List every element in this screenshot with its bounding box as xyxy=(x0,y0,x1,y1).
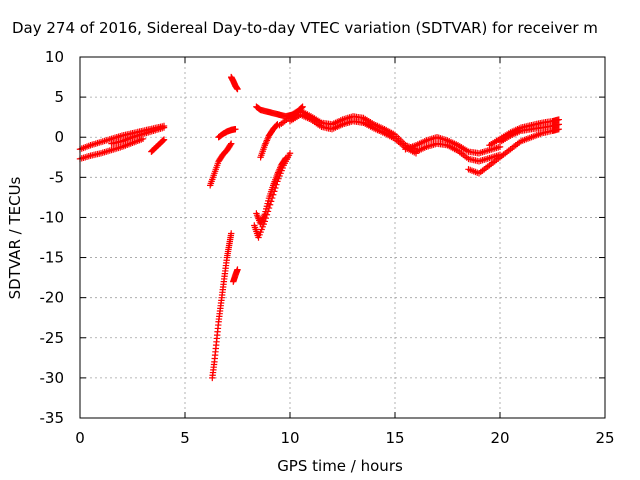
series-trace-b3 xyxy=(228,73,241,93)
data-point xyxy=(227,141,234,148)
y-tick-label: -30 xyxy=(40,369,65,387)
series-trace-d1 xyxy=(251,150,294,241)
data-point xyxy=(160,124,168,131)
axis-ticks xyxy=(79,56,606,419)
grid xyxy=(80,57,605,418)
data-points xyxy=(76,73,562,382)
series-trace-h3 xyxy=(496,121,562,146)
plot-frame xyxy=(79,56,606,419)
x-tick-label: 0 xyxy=(75,429,85,447)
x-tick-label: 10 xyxy=(280,429,299,447)
data-point xyxy=(228,230,235,237)
y-tick-label: -15 xyxy=(40,249,65,267)
y-axis-label: SDTVAR / TECUs xyxy=(6,176,24,299)
series-trace-b2 xyxy=(215,126,239,141)
data-point xyxy=(232,126,239,133)
data-point xyxy=(234,85,241,93)
x-tick-label: 5 xyxy=(180,429,190,447)
x-tick-label: 15 xyxy=(385,429,404,447)
series-trace-h1 xyxy=(465,126,562,177)
chart-title: Day 274 of 2016, Sidereal Day-to-day VTE… xyxy=(12,19,598,37)
series-trace-a4 xyxy=(148,136,168,155)
series-trace-g1 xyxy=(402,134,504,157)
series-trace-g2 xyxy=(412,140,504,165)
series-trace-a3 xyxy=(108,124,168,147)
y-tick-label: -20 xyxy=(40,289,65,307)
data-point xyxy=(282,154,289,162)
series-trace-d2 xyxy=(253,154,289,228)
y-tick-label: 10 xyxy=(45,48,64,66)
data-point xyxy=(555,121,562,128)
data-point xyxy=(160,136,168,143)
data-point xyxy=(160,137,167,144)
series-trace-c1 xyxy=(209,230,235,382)
y-tick-label: -5 xyxy=(49,168,64,186)
y-tick-label: -10 xyxy=(40,208,65,226)
y-tick-label: 0 xyxy=(54,128,64,146)
data-point xyxy=(286,150,294,157)
data-point xyxy=(159,137,166,145)
data-point xyxy=(228,140,235,147)
y-tick-label: 5 xyxy=(54,88,64,106)
x-tick-labels: 0 5 10 15 20 25 xyxy=(75,429,614,447)
data-point xyxy=(234,266,241,273)
series-trace-e2 xyxy=(257,121,281,161)
series-trace-f2 xyxy=(286,111,420,157)
x-axis-label: GPS time / hours xyxy=(277,457,403,475)
x-tick-label: 25 xyxy=(595,429,614,447)
y-tick-label: -35 xyxy=(40,409,65,427)
y-tick-labels: 10 5 0 -5 -10 -15 -20 -25 -30 -35 xyxy=(40,48,65,427)
y-tick-label: -25 xyxy=(40,329,65,347)
data-point xyxy=(281,155,289,163)
series-trace-b1 xyxy=(207,140,235,189)
series-trace-c2 xyxy=(230,266,241,285)
x-tick-label: 20 xyxy=(490,429,509,447)
